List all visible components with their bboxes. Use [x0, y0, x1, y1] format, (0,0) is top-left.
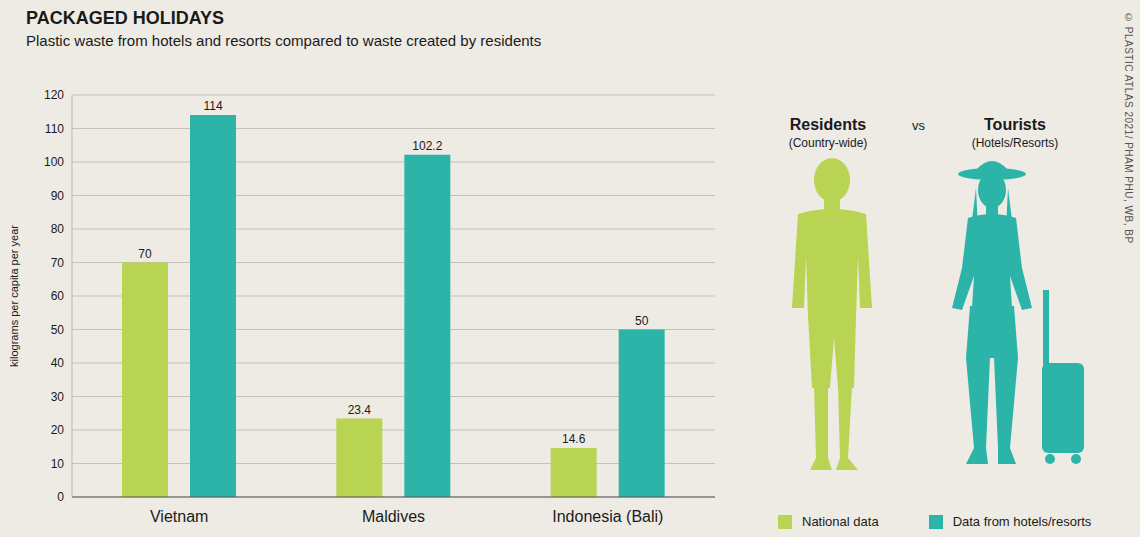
svg-text:114: 114 [203, 99, 222, 113]
html-text:(Hotels/Resorts): (Hotels/Resorts) [971, 136, 1059, 150]
svg-text:30: 30 [51, 390, 65, 404]
html-text:Residents: Residents [789, 116, 867, 133]
svg-text:50: 50 [51, 323, 65, 337]
svg-text:23.4: 23.4 [348, 403, 372, 417]
svg-text:40: 40 [51, 356, 65, 370]
svg-text:120: 120 [44, 88, 64, 102]
html-text:Data from hotels/resorts: Data from hotels/resorts [952, 514, 1092, 529]
html-text:Tourists: Tourists [984, 116, 1046, 133]
svg-text:70: 70 [51, 256, 65, 270]
svg-text:90: 90 [51, 189, 65, 203]
svg-text:70: 70 [138, 247, 152, 261]
svg-text:kilograms per capita per year: kilograms per capita per year [8, 225, 20, 367]
svg-text:Maldives: Maldives [362, 508, 425, 525]
svg-text:80: 80 [51, 222, 65, 236]
html-text:National data: National data [802, 514, 879, 529]
svg-text:10: 10 [51, 457, 65, 471]
svg-text:Indonesia (Bali): Indonesia (Bali) [552, 508, 663, 525]
svg-text:50: 50 [635, 314, 649, 328]
html-text:© PLASTIC ATLAS 2021/ PHAM PHU: © PLASTIC ATLAS 2021/ PHAM PHU, WB, BP [1123, 12, 1134, 244]
svg-text:102.2: 102.2 [412, 139, 442, 153]
svg-text:60: 60 [51, 289, 65, 303]
svg-text:100: 100 [44, 155, 64, 169]
html-text:PACKAGED HOLIDAYS: PACKAGED HOLIDAYS [26, 8, 224, 28]
html-text:Plastic waste from hotels and: Plastic waste from hotels and resorts co… [26, 32, 542, 49]
svg-text:Vietnam: Vietnam [150, 508, 208, 525]
html-text:(Country-wide): (Country-wide) [788, 136, 868, 150]
svg-text:20: 20 [51, 423, 65, 437]
svg-text:14.6: 14.6 [562, 432, 586, 446]
svg-text:0: 0 [57, 490, 64, 504]
svg-text:110: 110 [45, 122, 64, 136]
html-text:vs: vs [912, 118, 925, 133]
